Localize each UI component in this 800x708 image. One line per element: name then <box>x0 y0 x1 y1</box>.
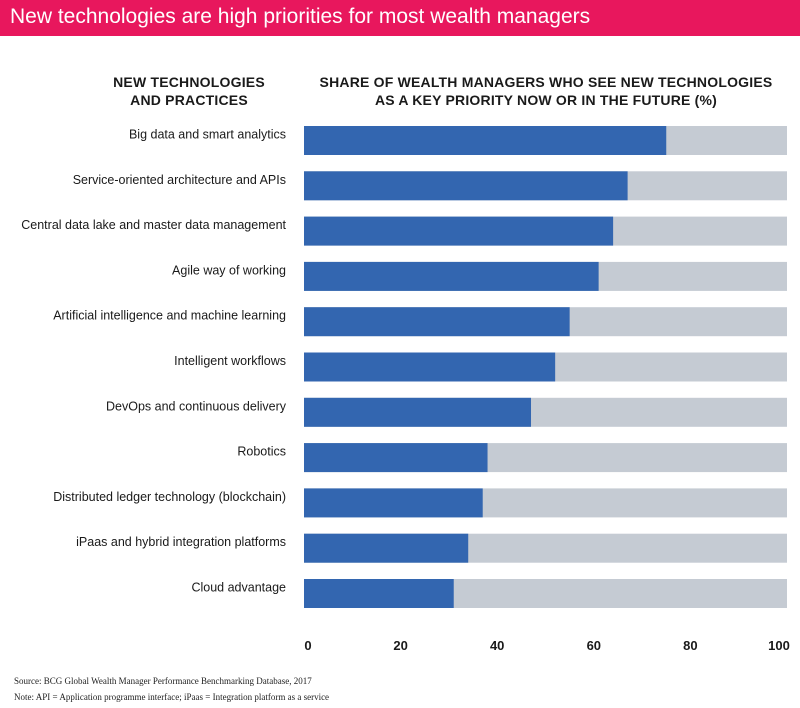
value-header-line-2: AS A KEY PRIORITY NOW OR IN THE FUTURE (… <box>374 92 718 108</box>
category-label: Big data and smart analytics <box>129 128 286 142</box>
x-tick-label: 0 <box>304 638 311 653</box>
x-tick-label: 40 <box>490 638 504 653</box>
bar-row: Cloud advantage <box>191 579 787 608</box>
category-label: Artificial intelligence and machine lear… <box>53 309 286 323</box>
category-label: Robotics <box>237 445 286 459</box>
bar-row: Agile way of working <box>172 261 787 291</box>
bar-row: Intelligent workflows <box>174 352 787 382</box>
bar <box>304 488 483 518</box>
title-banner: New technologies are high priorities for… <box>0 0 800 36</box>
category-label: Cloud advantage <box>191 581 286 595</box>
category-label: Service-oriented architecture and APIs <box>73 173 286 187</box>
bar-row: Service-oriented architecture and APIs <box>73 171 787 201</box>
bar <box>304 443 488 473</box>
bar-row: iPaas and hybrid integration platforms <box>76 533 787 563</box>
category-label: Central data lake and master data manage… <box>21 218 286 232</box>
bar-row: DevOps and continuous delivery <box>106 397 787 427</box>
x-tick-label: 20 <box>393 638 407 653</box>
bar-row: Big data and smart analytics <box>129 126 787 155</box>
note-footnote: Note: API = Application programme interf… <box>14 692 330 702</box>
bar <box>304 579 454 608</box>
category-label: Distributed ledger technology (blockchai… <box>53 490 286 504</box>
bar-row: Artificial intelligence and machine lear… <box>53 307 787 337</box>
bar <box>304 533 469 563</box>
x-tick-label: 80 <box>683 638 697 653</box>
bar <box>304 126 667 155</box>
bar <box>304 171 628 201</box>
category-label: iPaas and hybrid integration platforms <box>76 535 286 549</box>
bar <box>304 307 570 337</box>
bar-row: Robotics <box>237 443 787 473</box>
bar-row: Central data lake and master data manage… <box>21 216 787 246</box>
chart-title: New technologies are high priorities for… <box>10 5 591 28</box>
category-label: DevOps and continuous delivery <box>106 399 287 413</box>
source-footnote: Source: BCG Global Wealth Manager Perfor… <box>14 676 312 686</box>
bar <box>304 352 556 382</box>
category-header-line-2: AND PRACTICES <box>130 92 248 108</box>
category-header-line-1: NEW TECHNOLOGIES <box>113 74 265 90</box>
value-column-header: SHARE OF WEALTH MANAGERS WHO SEE NEW TEC… <box>304 73 788 109</box>
bar <box>304 216 614 246</box>
category-column-header: NEW TECHNOLOGIES AND PRACTICES <box>100 73 278 109</box>
category-label: Agile way of working <box>172 263 286 277</box>
bar-row: Distributed ledger technology (blockchai… <box>53 488 787 518</box>
bar <box>304 261 599 291</box>
x-tick-label: 60 <box>587 638 601 653</box>
x-tick-label: 100 <box>768 638 790 653</box>
value-header-line-1: SHARE OF WEALTH MANAGERS WHO SEE NEW TEC… <box>319 74 773 90</box>
bar <box>304 397 532 427</box>
category-label: Intelligent workflows <box>174 354 286 368</box>
